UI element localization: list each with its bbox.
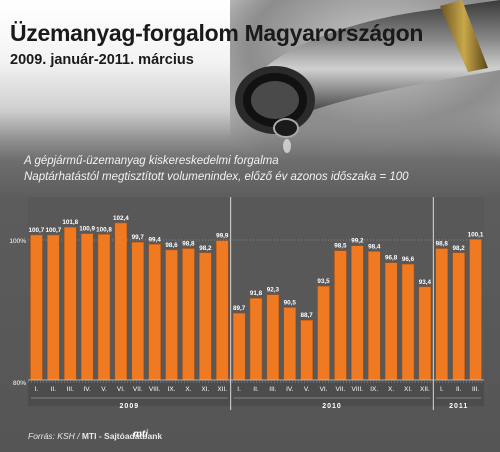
bar xyxy=(300,319,313,381)
bar xyxy=(351,245,364,381)
bar-value-label: 100,7 xyxy=(29,227,45,234)
x-tick-label: I. xyxy=(237,386,241,393)
bar xyxy=(401,263,415,381)
year-label: 2009 xyxy=(120,403,140,410)
bar-value-label: 93,5 xyxy=(317,278,330,285)
bar-value-label: 99,9 xyxy=(216,233,229,240)
bar xyxy=(30,234,43,381)
bar xyxy=(435,248,449,381)
x-tick-label: III. xyxy=(472,386,479,393)
bar xyxy=(469,239,482,381)
bar-value-label: 101,8 xyxy=(62,219,78,226)
bar xyxy=(131,241,145,381)
bar-value-label: 90,5 xyxy=(284,299,297,306)
x-tick-label: II. xyxy=(51,386,57,393)
chart-subtitle: 2009. január-2011. március xyxy=(10,52,194,68)
bar-value-label: 98,2 xyxy=(453,245,466,252)
bar-value-label: 98,4 xyxy=(368,243,381,250)
bar-value-label: 102,4 xyxy=(113,215,129,222)
bar xyxy=(249,297,263,381)
bar xyxy=(317,285,330,381)
bar-value-label: 100,1 xyxy=(468,231,484,238)
bar xyxy=(334,250,347,381)
bar-value-label: 99,4 xyxy=(149,236,162,243)
year-label: 2011 xyxy=(449,403,468,410)
x-tick-label: IV. xyxy=(286,386,294,393)
bar-value-label: 99,2 xyxy=(351,238,364,245)
chart-description-line2: Naptárhatástól megtisztított volumeninde… xyxy=(24,171,409,183)
chart-description-line1: A gépjármű-üzemanyag kiskereskedelmi for… xyxy=(24,155,279,167)
bar xyxy=(266,294,280,381)
bar-value-label: 96,6 xyxy=(402,256,415,263)
x-tick-label: IX. xyxy=(168,386,176,393)
bar-value-label: 98,8 xyxy=(436,241,449,248)
bar xyxy=(452,252,465,381)
bar xyxy=(418,286,432,381)
bar xyxy=(199,252,212,381)
fuel-nozzle-photo xyxy=(230,0,500,160)
x-tick-label: X. xyxy=(185,386,191,393)
x-tick-label: XI. xyxy=(404,386,412,393)
year-label: 2010 xyxy=(322,403,342,410)
source-note: Forrás: KSH / MTI - Sajtóadatbank xyxy=(28,431,162,441)
x-tick-label: XI. xyxy=(201,386,209,393)
bar xyxy=(97,234,111,381)
bar-value-label: 100,8 xyxy=(96,226,112,233)
bar-value-label: 88,7 xyxy=(301,312,314,319)
bar xyxy=(114,222,128,381)
x-tick-label: VII. xyxy=(336,386,346,393)
x-tick-label: IX. xyxy=(370,386,378,393)
bar xyxy=(80,233,94,381)
x-tick-label: VI. xyxy=(117,386,125,393)
bar xyxy=(148,244,161,381)
x-tick-label: XII. xyxy=(217,386,227,393)
y-tick-label: 80% xyxy=(13,380,26,387)
bar xyxy=(283,307,297,381)
source-prefix: Forrás: KSH / xyxy=(28,431,82,441)
bar-value-label: 98,5 xyxy=(334,243,347,250)
x-tick-label: VIII. xyxy=(149,386,161,393)
bar-value-label: 98,2 xyxy=(199,245,212,252)
bar-value-label: 98,6 xyxy=(165,242,178,249)
y-tick-label: 100% xyxy=(9,238,26,245)
x-tick-label: VII. xyxy=(133,386,143,393)
x-tick-label: VIII. xyxy=(352,386,364,393)
bar-value-label: 92,3 xyxy=(267,287,280,294)
bar-value-label: 100,9 xyxy=(79,226,95,233)
chart-title: Üzemanyag-forgalom Magyarországon xyxy=(10,20,424,46)
x-tick-label: V. xyxy=(304,386,310,393)
bar xyxy=(47,234,60,381)
bar xyxy=(165,249,178,381)
x-tick-label: VI. xyxy=(320,386,328,393)
x-tick-label: I. xyxy=(35,386,39,393)
bar-value-label: 100,7 xyxy=(45,227,61,234)
source-name: MTI - Sajtóadatbank xyxy=(81,431,163,441)
bar-value-label: 98,8 xyxy=(182,241,195,248)
x-tick-label: III. xyxy=(67,386,74,393)
bar-value-label: 99,7 xyxy=(132,234,145,241)
bar xyxy=(367,251,381,381)
x-tick-label: III. xyxy=(269,386,276,393)
mti-logo: mti xyxy=(133,429,148,440)
x-tick-label: IV. xyxy=(83,386,91,393)
x-tick-label: V. xyxy=(101,386,107,393)
bar-value-label: 91,8 xyxy=(250,290,263,297)
x-tick-label: X. xyxy=(388,386,394,393)
bar-value-label: 93,4 xyxy=(419,279,432,286)
x-tick-label: II. xyxy=(253,386,259,393)
bar xyxy=(232,312,246,381)
bar xyxy=(182,248,195,381)
bar xyxy=(63,226,77,381)
bar xyxy=(215,240,229,381)
bar xyxy=(384,262,398,381)
bar-value-label: 96,8 xyxy=(385,255,398,262)
x-tick-label: I. xyxy=(440,386,444,393)
x-tick-label: XII. xyxy=(420,386,430,393)
bar-value-label: 89,7 xyxy=(233,305,246,312)
x-tick-label: II. xyxy=(456,386,462,393)
